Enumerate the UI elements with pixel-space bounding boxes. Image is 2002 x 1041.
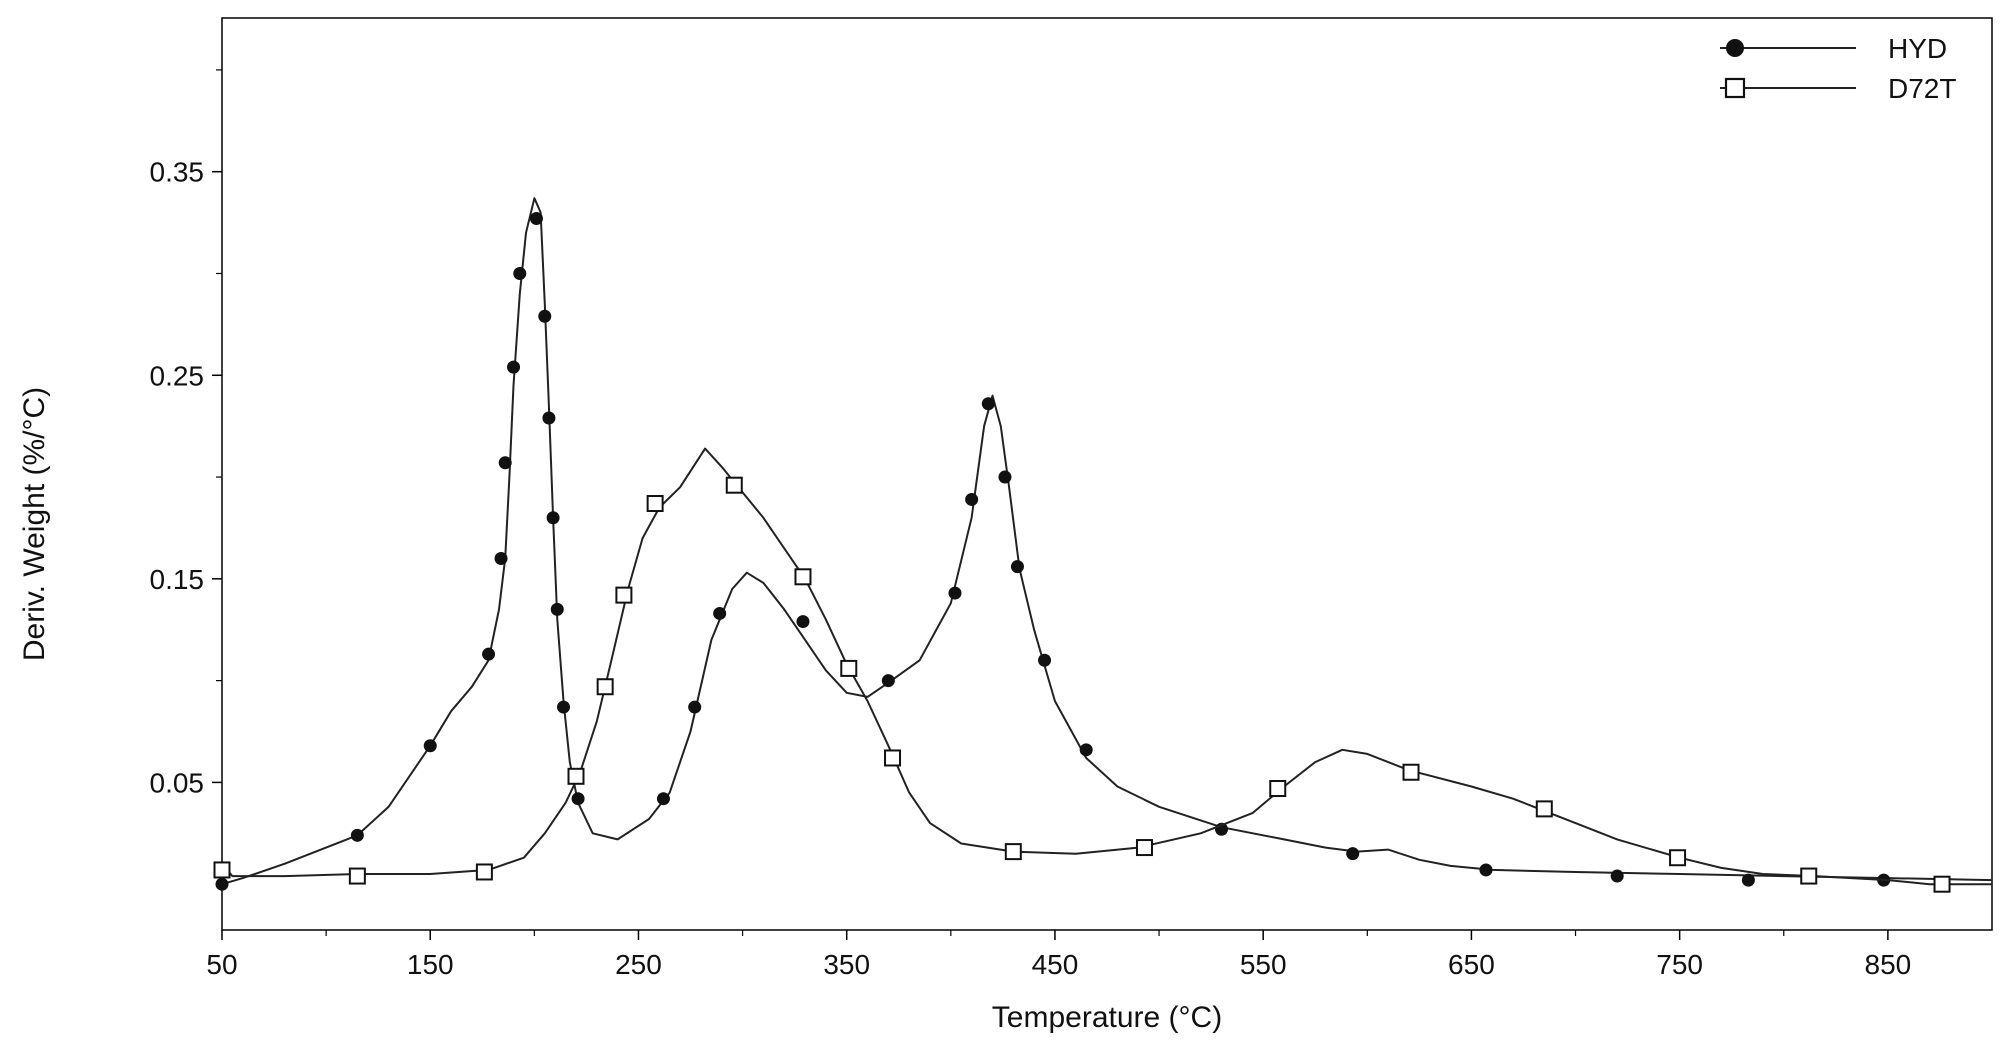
- data-point-d72t: [596, 678, 614, 696]
- series-line-d72t: [221, 447, 1992, 886]
- data-point-hyd: [881, 674, 895, 688]
- data-point-d72t: [615, 586, 633, 604]
- data-point-d72t: [1800, 867, 1818, 885]
- data-point-hyd: [538, 309, 552, 323]
- legend-marker-hyd: [1726, 39, 1744, 57]
- data-point-hyd: [546, 511, 560, 525]
- plot-frame: [221, 17, 1993, 931]
- series-line-hyd: [221, 197, 1993, 886]
- data-point-hyd: [494, 551, 508, 565]
- data-point-hyd: [550, 602, 564, 616]
- x-tick-label: 550: [1240, 949, 1287, 980]
- x-tick-label: 650: [1448, 949, 1495, 980]
- data-point-hyd: [482, 647, 496, 661]
- y-axis-title: Deriv. Weight (%/°C): [18, 387, 51, 661]
- data-point-hyd: [1610, 869, 1624, 883]
- y-tick-label: 0.15: [150, 564, 205, 595]
- data-point-hyd: [998, 470, 1012, 484]
- data-point-d72t: [1535, 800, 1553, 818]
- y-tick-label: 0.05: [150, 767, 205, 798]
- legend-marker-d72t: [1724, 77, 1746, 99]
- data-point-d72t: [646, 495, 664, 513]
- data-point-hyd: [1010, 560, 1024, 574]
- data-point-hyd: [571, 792, 585, 806]
- data-point-hyd: [965, 492, 979, 506]
- x-axis-ticks: 50 150 250 350 450 550 650 750 850: [206, 930, 1911, 980]
- series-layer: [213, 197, 1993, 893]
- x-tick-label: 250: [615, 949, 662, 980]
- legend-label-d72t: D72T: [1888, 73, 1956, 104]
- data-point-hyd: [1079, 743, 1093, 757]
- data-point-hyd: [498, 456, 512, 470]
- data-point-d72t: [725, 476, 743, 494]
- data-point-d72t: [348, 867, 366, 885]
- data-point-d72t: [1135, 839, 1153, 857]
- legend: HYD D72T: [1720, 33, 1956, 104]
- x-tick-label: 750: [1656, 949, 1703, 980]
- data-point-hyd: [713, 606, 727, 620]
- data-point-hyd: [513, 266, 527, 280]
- data-point-hyd: [423, 739, 437, 753]
- data-point-hyd: [948, 586, 962, 600]
- x-tick-label: 850: [1865, 949, 1912, 980]
- data-point-hyd: [507, 360, 521, 374]
- data-point-hyd: [542, 411, 556, 425]
- x-tick-label: 50: [206, 949, 237, 980]
- data-point-d72t: [1933, 875, 1951, 893]
- data-point-d72t: [1269, 780, 1287, 798]
- data-point-d72t: [567, 767, 585, 785]
- data-point-hyd: [796, 615, 810, 629]
- series-hyd: [215, 197, 1993, 891]
- data-point-hyd: [981, 397, 995, 411]
- data-point-d72t: [1004, 843, 1022, 861]
- x-tick-label: 150: [407, 949, 454, 980]
- data-point-hyd: [215, 877, 229, 891]
- data-point-d72t: [794, 568, 812, 586]
- data-point-hyd: [557, 700, 571, 714]
- y-tick-label: 0.25: [150, 360, 205, 391]
- plot-area: [221, 17, 1993, 931]
- data-point-d72t: [475, 863, 493, 881]
- data-point-hyd: [1038, 653, 1052, 667]
- series-d72t: [213, 447, 1992, 893]
- legend-item-hyd: HYD: [1720, 33, 1947, 64]
- legend-label-hyd: HYD: [1888, 33, 1947, 64]
- data-point-hyd: [529, 212, 543, 226]
- data-point-hyd: [350, 828, 364, 842]
- y-axis-ticks: 0.05 0.15 0.25 0.35: [150, 69, 222, 885]
- y-tick-label: 0.35: [150, 157, 205, 188]
- legend-item-d72t: D72T: [1720, 73, 1956, 104]
- data-point-hyd: [1346, 847, 1360, 861]
- x-tick-label: 450: [1032, 949, 1079, 980]
- data-point-hyd: [1741, 873, 1755, 887]
- x-axis-title: Temperature (°C): [992, 1001, 1222, 1034]
- x-tick-label: 350: [823, 949, 870, 980]
- data-point-hyd: [1479, 863, 1493, 877]
- data-point-hyd: [656, 792, 670, 806]
- data-point-d72t: [1669, 849, 1687, 867]
- data-point-d72t: [884, 749, 902, 767]
- data-point-d72t: [840, 659, 858, 677]
- data-point-hyd: [688, 700, 702, 714]
- data-point-d72t: [1402, 763, 1420, 781]
- data-point-d72t: [213, 861, 231, 879]
